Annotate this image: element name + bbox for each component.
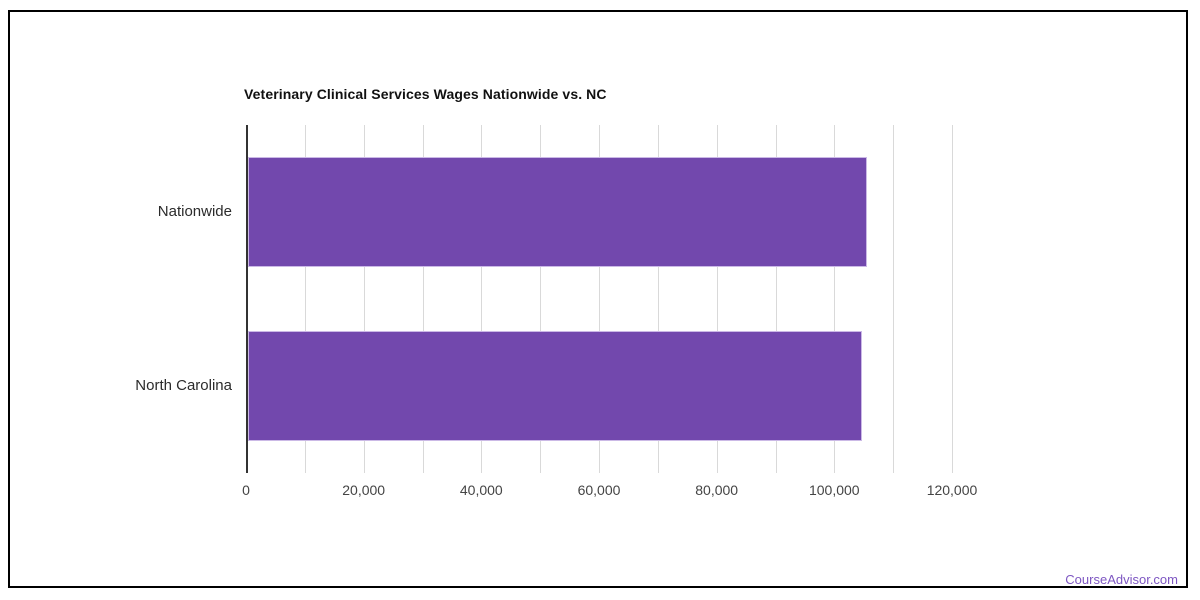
gridline: [952, 125, 953, 473]
x-tick-label: 40,000: [459, 482, 503, 498]
x-tick-label: 20,000: [342, 482, 386, 498]
courseadvisor-link[interactable]: CourseAdvisor.com: [1065, 572, 1178, 587]
gridline: [363, 125, 365, 473]
gridline: [599, 125, 600, 473]
gridline: [481, 125, 483, 473]
category-label-nationwide: Nationwide: [157, 203, 232, 220]
bar-nationwide: [248, 157, 867, 267]
gridline: [422, 125, 424, 473]
gridline: [304, 125, 306, 473]
gridline: [893, 125, 895, 473]
x-tick-label: 120,000: [926, 482, 978, 498]
gridline: [775, 125, 777, 473]
gridline: [716, 125, 718, 473]
category-label-north-carolina: North Carolina: [135, 377, 232, 394]
x-tick-label: 0: [242, 482, 250, 498]
y-axis-line: [246, 125, 248, 473]
x-tick-label: 100,000: [808, 482, 860, 498]
gridline: [834, 125, 836, 473]
chart-title: Veterinary Clinical Services Wages Natio…: [244, 86, 607, 102]
bar-north-carolina: [248, 331, 863, 441]
gridline: [540, 125, 542, 473]
x-tick-label: 60,000: [577, 482, 621, 498]
gridline: [657, 125, 659, 473]
x-tick-label: 80,000: [695, 482, 739, 498]
plot-area: [246, 125, 953, 473]
